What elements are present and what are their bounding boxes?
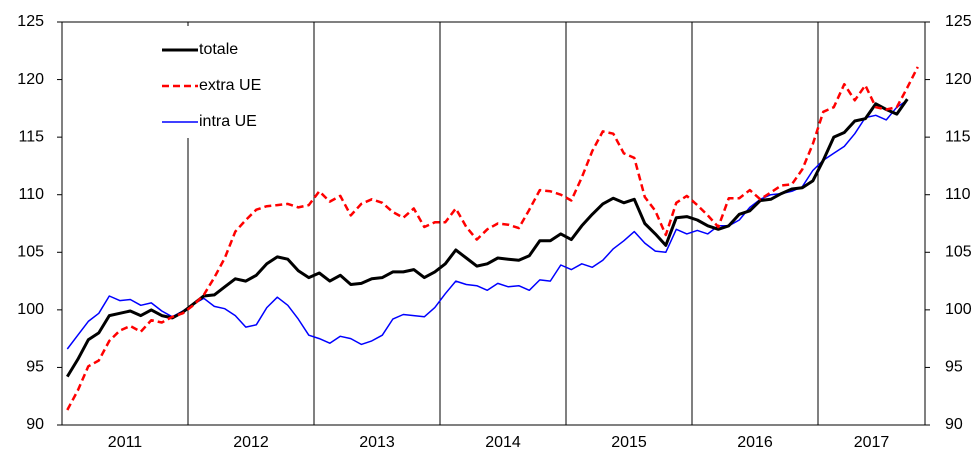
legend-label: totale [199, 41, 238, 58]
legend-box [134, 26, 284, 138]
x-tick-label: 2014 [485, 434, 521, 451]
y2-tick-label: 100 [945, 301, 972, 318]
y2-tick-label: 90 [945, 416, 963, 433]
legend-label: extra UE [199, 77, 261, 94]
y2-tick-label: 110 [945, 186, 971, 203]
x-tick-label: 2011 [108, 434, 143, 451]
x-tick-label: 2012 [233, 434, 269, 451]
y2-tick-label: 125 [945, 13, 972, 30]
y-tick-label: 110 [18, 186, 44, 203]
y-tick-label: 95 [26, 359, 44, 376]
x-tick-label: 2013 [359, 434, 395, 451]
y2-tick-label: 105 [945, 244, 972, 261]
y2-tick-label: 115 [945, 128, 971, 145]
y-tick-label: 105 [17, 244, 44, 261]
y2-tick-label: 95 [945, 359, 963, 376]
series-line [66, 66, 919, 411]
y-tick-label: 100 [17, 301, 44, 318]
y-tick-label: 90 [26, 416, 44, 433]
series-line [66, 98, 909, 378]
legend-label: intra UE [199, 113, 257, 130]
y-tick-label: 120 [17, 71, 44, 88]
x-tick-label: 2015 [611, 434, 647, 451]
x-tick-label: 2016 [737, 434, 773, 451]
y-tick-label: 125 [17, 13, 44, 30]
y-tick-label: 115 [18, 128, 44, 145]
series-line [66, 99, 908, 350]
y2-tick-label: 120 [945, 71, 972, 88]
plot-frame [61, 21, 926, 426]
x-tick-label: 2017 [854, 434, 890, 451]
